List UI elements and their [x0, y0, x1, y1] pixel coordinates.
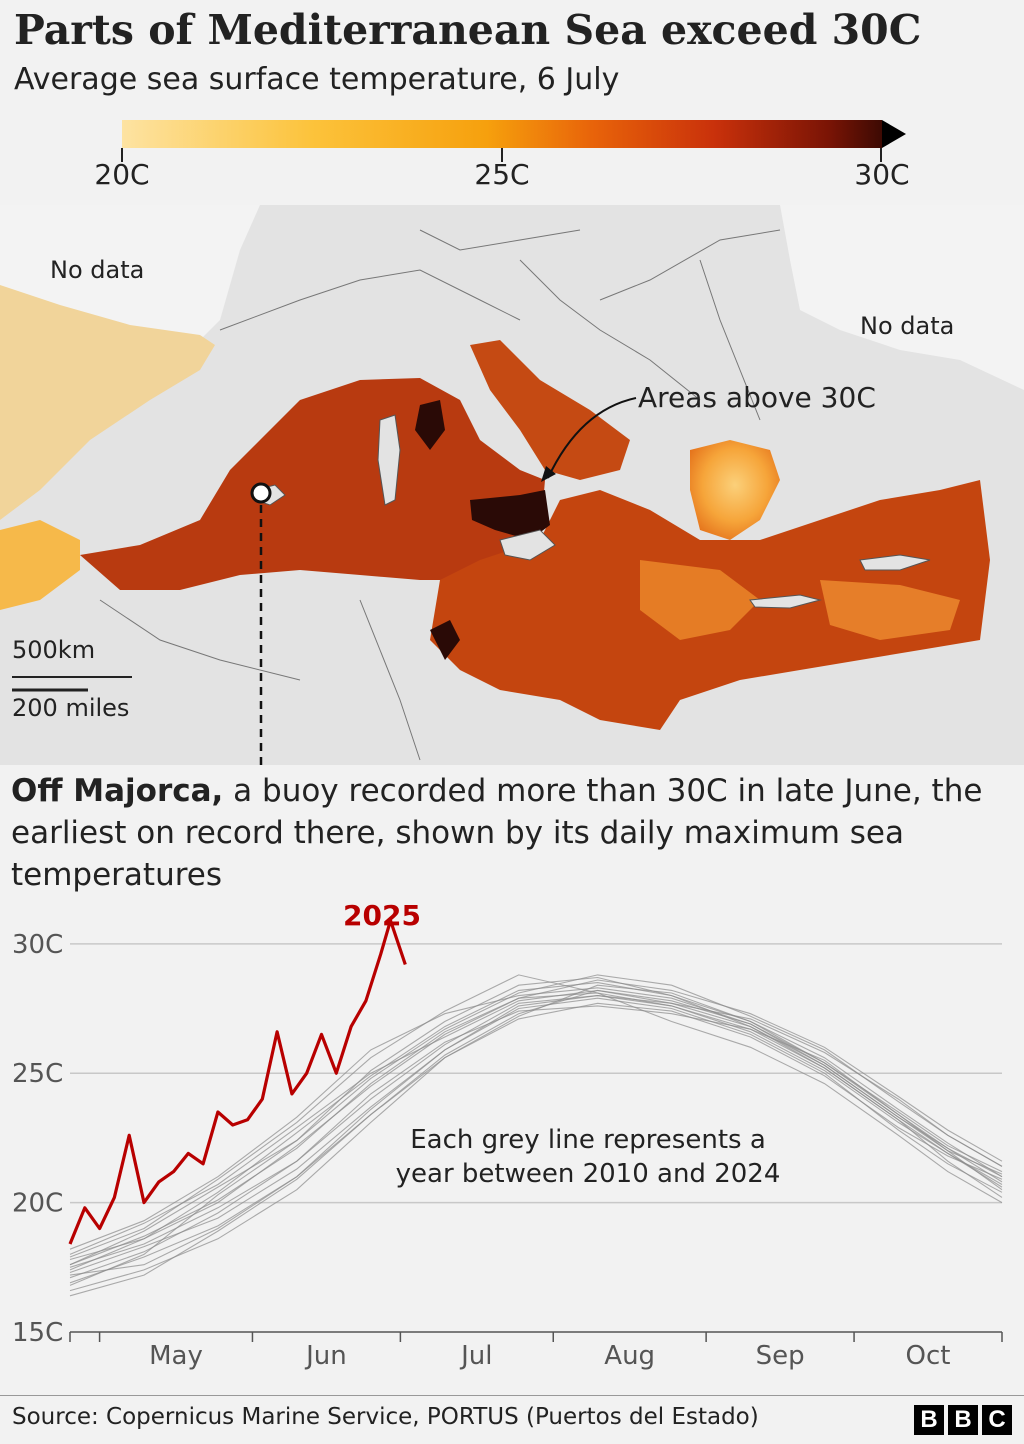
y-tick-label: 20C	[12, 1189, 63, 1219]
grey-year-line	[69, 979, 1003, 1266]
bbc-logo-letter: B	[914, 1405, 944, 1435]
x-tick-label: Oct	[906, 1341, 951, 1371]
footer-divider	[0, 1395, 1024, 1396]
color-scale-tick	[501, 148, 503, 162]
no-data-label-east: No data	[860, 312, 954, 340]
source-credit: Source: Copernicus Marine Service, PORTU…	[12, 1404, 759, 1430]
x-tick-label: May	[149, 1341, 203, 1371]
annotation-above-30c: Areas above 30C	[638, 381, 876, 414]
chart-description: Off Majorca, a buoy recorded more than 3…	[11, 770, 1011, 896]
color-scale-arrow	[882, 120, 906, 148]
corsica-sardinia	[377, 414, 401, 506]
above-30c-area	[415, 400, 445, 450]
description-lead: Off Majorca,	[11, 773, 224, 809]
annotation-arrow	[547, 397, 637, 479]
above-30c-area	[470, 490, 550, 540]
line-2025	[68, 918, 407, 1245]
series-label-2025: 2025	[343, 899, 421, 932]
x-tick-label: Aug	[604, 1341, 655, 1371]
grey-year-line	[69, 992, 1003, 1271]
ionian-warm-patch	[640, 560, 760, 640]
chart-annotation-line: year between 2010 and 2024	[396, 1159, 781, 1189]
grey-year-line	[69, 974, 1003, 1266]
crete-island	[749, 594, 822, 609]
page-title: Parts of Mediterranean Sea exceed 30C	[14, 6, 922, 54]
levantine-warm-patch	[820, 580, 960, 640]
color-scale-label-25: 25C	[474, 158, 530, 191]
grey-year-line	[69, 995, 1003, 1279]
country-borders	[99, 229, 781, 761]
color-scale-label-20: 20C	[94, 158, 150, 191]
page-subtitle: Average sea surface temperature, 6 July	[14, 62, 620, 97]
atlantic-sea-area	[0, 285, 215, 520]
color-scale-tick	[880, 148, 882, 162]
aegean-sea	[690, 440, 780, 540]
annotation-arrowhead	[541, 466, 556, 482]
grey-year-line	[69, 1002, 1003, 1276]
x-tick-label: Sep	[756, 1341, 805, 1371]
color-scale-label-30: 30C	[854, 158, 910, 191]
cyprus-island	[859, 554, 931, 571]
no-data-region-east	[780, 205, 1024, 390]
grey-year-line	[69, 974, 1003, 1258]
no-data-label-west: No data	[50, 256, 144, 284]
above-30c-area	[430, 620, 460, 660]
grey-year-line	[69, 989, 1003, 1255]
bbc-logo-letter: C	[982, 1405, 1012, 1435]
y-tick-label: 30C	[12, 930, 63, 960]
bbc-logo: B B C	[914, 1405, 1012, 1435]
sicily-island	[499, 529, 556, 561]
sea-temperature-map: No data No data	[0, 205, 1024, 765]
chart-annotation-line: Each grey line represents a	[410, 1125, 766, 1155]
y-tick-label: 15C	[12, 1318, 63, 1348]
map-scale-legend: 500km 200 miles	[12, 636, 129, 722]
grey-year-line	[69, 989, 1003, 1297]
description-text: a buoy recorded more than 30C in late Ju…	[11, 773, 983, 893]
bbc-logo-letter: B	[948, 1405, 978, 1435]
adriatic-sea	[470, 340, 630, 480]
scale-label-miles: 200 miles	[12, 694, 130, 722]
alboran-atlantic-area	[0, 520, 80, 610]
color-scale-bar	[122, 120, 882, 148]
grey-year-line	[69, 995, 1003, 1274]
majorca-buoy-marker	[250, 482, 272, 504]
scale-label-km: 500km	[12, 636, 96, 664]
grey-year-line	[69, 982, 1003, 1261]
x-tick-label: Jun	[304, 1341, 347, 1371]
grey-year-line	[69, 997, 1003, 1284]
color-scale-tick	[121, 148, 123, 162]
buoy-temperature-chart: 15C 20C 25C 30C May Jun Jul Aug Sep Oct 2025 Each g…	[12, 899, 1003, 1371]
grey-year-line	[69, 987, 1003, 1250]
x-tick-label: Jul	[459, 1341, 492, 1371]
y-tick-label: 25C	[12, 1059, 63, 1089]
